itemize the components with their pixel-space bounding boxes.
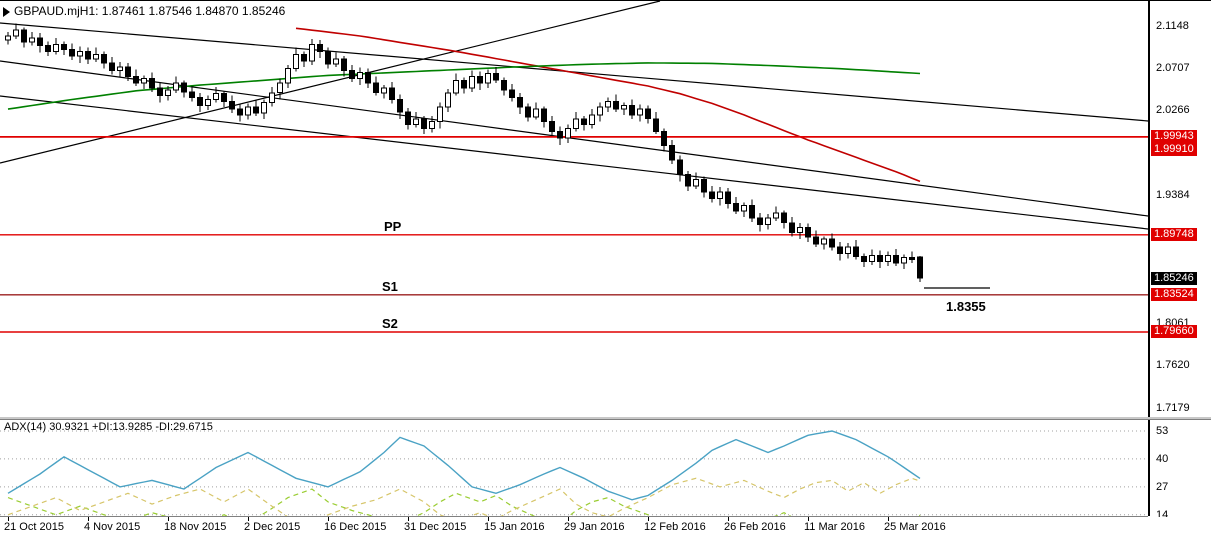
price-axis-label: 2.1148 (1156, 20, 1189, 32)
time-tick (328, 517, 329, 521)
indicator-gridlines (0, 430, 1148, 516)
indicator-axis[interactable]: 53 40 27 14 (1148, 420, 1211, 521)
current-price-badge: 1.85246 (1151, 272, 1197, 285)
time-tick (488, 517, 489, 521)
price-axis-label: 1.7179 (1156, 402, 1190, 414)
time-tick (808, 517, 809, 521)
ma-red-line[interactable] (295, 27, 921, 183)
indicator-label: ADX(14) 30.9321 +DI:13.9285 -DI:29.6715 (4, 421, 213, 433)
time-tick (88, 517, 89, 521)
price-axis-label: 2.0707 (1156, 62, 1190, 74)
time-axis-label: 4 Nov 2015 (84, 521, 141, 533)
price-pane[interactable]: PP S1 S2 1.8355 GBPAUD.mjH1: 1.87461 1.8754… (0, 1, 1148, 418)
horizontal-price-lines[interactable] (0, 135, 1148, 333)
indicator-pane[interactable]: ADX(14) 30.9321 +DI:13.9285 -DI:29.6715 (0, 420, 1148, 517)
adx-line[interactable] (7, 430, 921, 501)
pivot-labels: PP S1 S2 (382, 219, 402, 331)
price-line-badge: 1.79660 (1151, 325, 1197, 338)
time-axis-label: 16 Dec 2015 (324, 521, 387, 533)
time-axis-label: 2 Dec 2015 (244, 521, 301, 533)
time-axis-label: 18 Nov 2015 (164, 521, 227, 533)
time-tick (648, 517, 649, 521)
indicator-axis-label: 27 (1156, 481, 1169, 493)
price-line-badge: 1.99943 (1151, 130, 1197, 143)
time-axis-label: 26 Feb 2016 (724, 521, 786, 533)
price-line-badge: 1.83524 (1151, 288, 1197, 301)
time-tick (568, 517, 569, 521)
chart-title: GBPAUD.mjH1: 1.87461 1.87546 1.84870 1.8… (14, 4, 286, 18)
price-axis-label: 1.7620 (1156, 359, 1190, 371)
time-axis-label: 25 Mar 2016 (884, 521, 946, 533)
indicator-axis-label: 40 (1156, 453, 1169, 465)
pane-divider[interactable] (0, 417, 1211, 420)
svg-text:S2: S2 (382, 316, 398, 331)
time-axis-label: 11 Mar 2016 (804, 521, 865, 533)
time-tick (888, 517, 889, 521)
price-canvas[interactable]: PP S1 S2 1.8355 (0, 1, 1148, 417)
chart-marker-icon (3, 7, 10, 17)
minus-di-line[interactable] (7, 477, 921, 516)
time-tick (408, 517, 409, 521)
plus-di-line[interactable] (7, 488, 921, 516)
price-axis[interactable]: 2.11482.07072.02661.98251.93841.89431.85… (1148, 1, 1211, 417)
indicator-canvas[interactable] (0, 420, 1148, 516)
time-tick (168, 517, 169, 521)
price-line-badge: 1.99910 (1151, 143, 1197, 156)
time-tick (248, 517, 249, 521)
price-axis-label: 2.0266 (1156, 104, 1190, 116)
price-axis-label: 1.9384 (1156, 189, 1190, 201)
time-axis-label: 15 Jan 2016 (484, 521, 545, 533)
svg-text:S1: S1 (382, 279, 398, 294)
price-line-badge: 1.89748 (1151, 228, 1197, 241)
time-axis-label: 31 Dec 2015 (404, 521, 467, 533)
time-tick (728, 517, 729, 521)
time-axis-label: 21 Oct 2015 (4, 521, 64, 533)
price-annotation[interactable]: 1.8355 (924, 287, 990, 314)
time-axis-label: 12 Feb 2016 (644, 521, 706, 533)
time-axis[interactable]: 21 Oct 2015 4 Nov 2015 18 Nov 2015 2 Dec 20… (0, 517, 1211, 540)
indicator-axis-label: 53 (1156, 425, 1169, 437)
candlestick-series[interactable] (5, 23, 923, 282)
svg-text:PP: PP (384, 219, 402, 234)
time-axis-label: 29 Jan 2016 (564, 521, 625, 533)
trendlines[interactable] (0, 1, 1148, 230)
svg-text:1.8355: 1.8355 (946, 299, 986, 314)
time-tick (8, 517, 9, 521)
